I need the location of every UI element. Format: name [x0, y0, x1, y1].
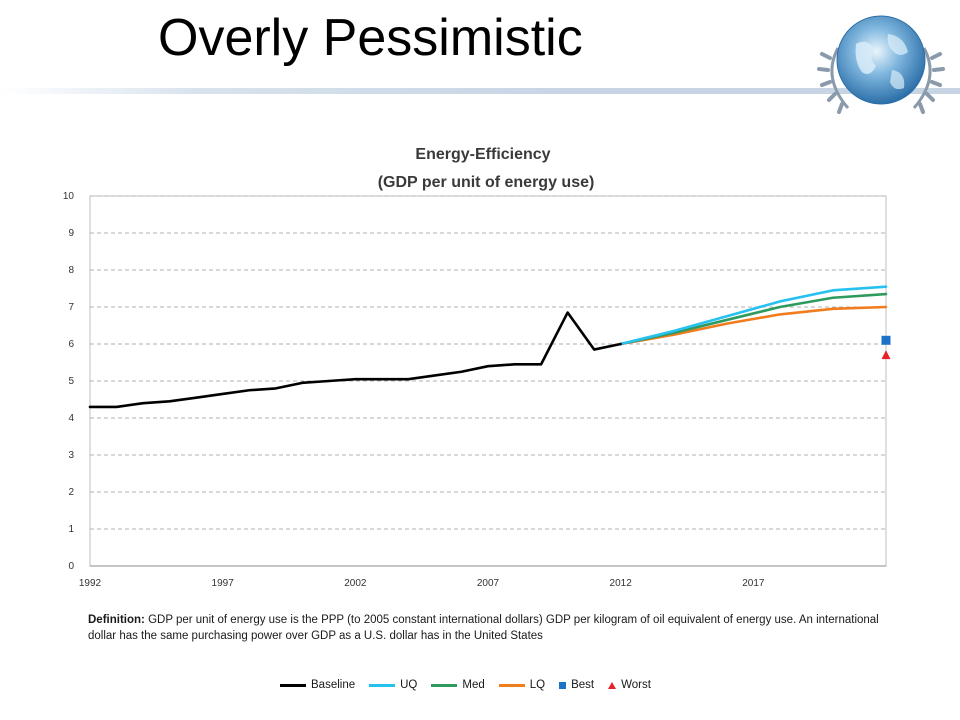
legend-label-baseline: Baseline: [311, 679, 356, 691]
series-line-baseline: [88, 311, 622, 409]
chart-legend: Baseline UQ Med LQ Best Worst: [280, 676, 651, 694]
legend-item-worst: Worst: [608, 679, 651, 691]
series-line-med: [619, 292, 888, 346]
x-tick-label-2007: 2007: [477, 578, 500, 589]
legend-label-worst: Worst: [621, 679, 651, 691]
chart-title: Energy-Efficiency: [415, 146, 550, 163]
legend-swatch-baseline: [280, 683, 306, 687]
legend-item-lq: LQ: [498, 679, 546, 691]
header-divider: [0, 88, 960, 94]
x-tick-label-2012: 2012: [610, 578, 633, 589]
x-tick-label-1997: 1997: [212, 578, 235, 589]
legend-label-lq: LQ: [529, 679, 546, 691]
legend-item-best: Best: [559, 679, 594, 691]
y-tick-label-6: 6: [68, 339, 74, 350]
legend-label-med: Med: [462, 679, 485, 691]
marker-best: [881, 335, 891, 345]
series-line-uq: [619, 285, 888, 346]
legend-swatch-uq: [369, 683, 396, 687]
x-tick-label-2017: 2017: [742, 578, 765, 589]
legend-swatch-lq: [498, 683, 525, 687]
y-tick-label-1: 1: [68, 524, 74, 535]
legend-label-uq: UQ: [400, 679, 418, 691]
y-tick-label-0: 0: [68, 561, 74, 572]
y-tick-label-4: 4: [68, 413, 74, 424]
slide-title: Overly Pessimistic: [158, 9, 583, 67]
y-tick-label-10: 10: [63, 191, 75, 202]
legend-item-baseline: Baseline: [280, 679, 355, 691]
series-line-lq: [619, 305, 888, 346]
y-tick-label-2: 2: [68, 487, 74, 498]
y-tick-label-5: 5: [68, 376, 74, 387]
chart-subtitle: (GDP per unit of energy use): [378, 174, 595, 191]
definition-label: Definition:: [88, 614, 145, 626]
energy-efficiency-chart: Energy-Efficiency (GDP per unit of energ…: [63, 146, 891, 589]
definition-note: Definition: GDP per unit of energy use i…: [88, 612, 888, 644]
y-tick-label-3: 3: [68, 450, 74, 461]
x-tick-label-2002: 2002: [344, 578, 367, 589]
legend-item-med: Med: [431, 679, 485, 691]
legend-swatch-best: [559, 681, 567, 689]
definition-text: GDP per unit of energy use is the PPP (t…: [88, 614, 879, 642]
marker-worst: [881, 350, 891, 360]
y-tick-label-7: 7: [68, 302, 74, 313]
legend-swatch-worst: [608, 681, 617, 689]
legend-item-uq: UQ: [369, 679, 417, 691]
x-tick-label-1992: 1992: [79, 578, 102, 589]
legend-swatch-med: [431, 683, 458, 687]
y-tick-label-8: 8: [68, 265, 74, 276]
un-globe-emblem-icon: [808, 8, 954, 120]
legend-label-best: Best: [571, 679, 595, 691]
y-tick-label-9: 9: [68, 228, 74, 239]
